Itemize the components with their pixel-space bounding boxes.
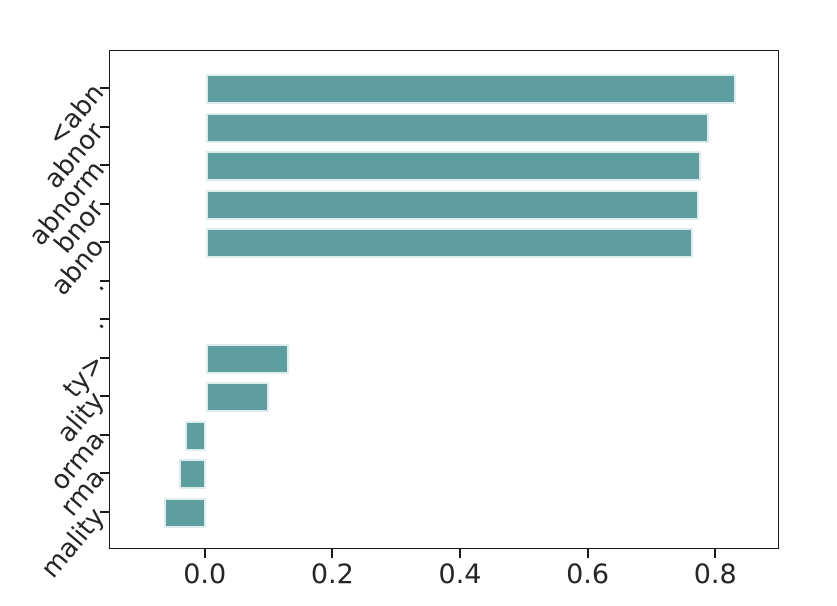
- y-tick-mark: [100, 125, 109, 128]
- x-tick-label: 0.0: [183, 559, 227, 590]
- y-tick-mark: [100, 279, 109, 282]
- y-tick-label: .: [82, 309, 111, 335]
- bar: [178, 459, 206, 489]
- bar: [205, 74, 736, 104]
- y-tick-mark: [100, 87, 109, 89]
- bar: [205, 382, 269, 412]
- x-tick-label: 0.4: [438, 559, 482, 590]
- y-tick-mark: [100, 472, 109, 474]
- y-tick-mark: [100, 164, 109, 166]
- y-tick-mark: [100, 318, 109, 320]
- bar: [205, 343, 289, 374]
- bar: [205, 189, 699, 220]
- y-tick-mark: [100, 395, 109, 397]
- bar: [163, 497, 206, 528]
- bar: [205, 112, 710, 143]
- x-tick-mark: [714, 549, 717, 558]
- bar: [205, 151, 702, 181]
- bar: [205, 228, 694, 258]
- x-tick-mark: [203, 549, 206, 558]
- x-tick-mark: [586, 549, 589, 558]
- y-tick-mark: [100, 202, 109, 205]
- y-tick-mark: [100, 241, 109, 243]
- y-tick-label: .: [82, 270, 111, 297]
- x-tick-label: 0.8: [693, 559, 737, 590]
- x-tick-mark: [459, 549, 461, 558]
- y-tick-mark: [100, 356, 109, 359]
- x-tick-mark: [331, 549, 334, 558]
- bar: [185, 420, 206, 451]
- x-tick-label: 0.6: [566, 559, 610, 590]
- y-tick-mark: [100, 510, 109, 513]
- plot-area: [109, 50, 779, 549]
- y-tick-mark: [100, 433, 109, 436]
- x-tick-label: 0.2: [310, 559, 354, 590]
